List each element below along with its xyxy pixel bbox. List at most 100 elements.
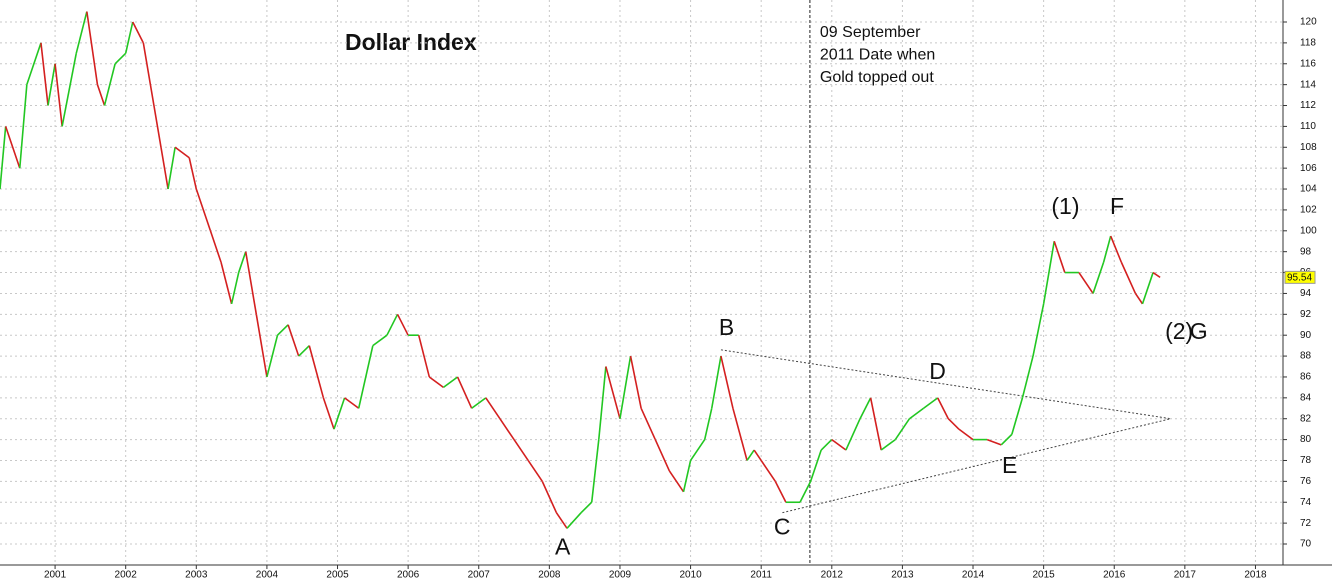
price-segment bbox=[1141, 272, 1154, 305]
y-tick-label: 94 bbox=[1300, 288, 1312, 299]
x-tick-label: 2001 bbox=[44, 570, 67, 581]
price-segment bbox=[1021, 355, 1034, 399]
price-segment bbox=[230, 272, 240, 305]
price-segment bbox=[947, 418, 960, 430]
price-segment bbox=[710, 355, 722, 409]
price-segment bbox=[1042, 241, 1056, 305]
price-segment bbox=[160, 147, 169, 190]
x-tick-label: 2007 bbox=[468, 570, 491, 581]
price-segment bbox=[1032, 303, 1045, 357]
price-segment bbox=[333, 397, 346, 430]
price-segment bbox=[308, 345, 325, 399]
price-segment bbox=[174, 146, 190, 159]
x-tick-label: 2014 bbox=[962, 570, 985, 581]
y-tick-label: 92 bbox=[1300, 309, 1312, 320]
price-segment bbox=[18, 84, 28, 169]
x-tick-label: 2012 bbox=[821, 570, 844, 581]
price-segment bbox=[322, 397, 335, 430]
y-tick-label: 70 bbox=[1300, 539, 1312, 550]
wave-label: (2) bbox=[1165, 318, 1193, 344]
price-segment bbox=[1092, 261, 1105, 294]
y-tick-label: 106 bbox=[1300, 163, 1317, 174]
price-segment bbox=[831, 438, 847, 451]
price-segment bbox=[114, 52, 127, 65]
y-tick-label: 76 bbox=[1300, 476, 1312, 487]
price-segment bbox=[54, 63, 63, 127]
price-segment bbox=[682, 460, 692, 492]
y-tick-label: 120 bbox=[1300, 17, 1317, 28]
x-tick-label: 2018 bbox=[1244, 570, 1267, 581]
y-tick-label: 116 bbox=[1300, 58, 1316, 69]
y-tick-label: 114 bbox=[1300, 79, 1316, 90]
price-segment bbox=[703, 408, 713, 440]
y-tick-label: 86 bbox=[1300, 372, 1312, 383]
event-label: Gold topped out bbox=[820, 69, 934, 86]
wave-label: E bbox=[1002, 452, 1017, 478]
price-segment bbox=[732, 408, 748, 461]
wave-label: D bbox=[929, 358, 946, 384]
price-segment bbox=[195, 188, 212, 232]
y-tick-label: 80 bbox=[1300, 434, 1312, 445]
price-segment bbox=[880, 438, 896, 451]
price-segment bbox=[668, 470, 685, 493]
price-segment bbox=[619, 355, 632, 419]
price-segment bbox=[237, 251, 247, 273]
price-segment bbox=[266, 335, 279, 378]
price-segment bbox=[799, 480, 812, 503]
y-tick-label: 110 bbox=[1300, 121, 1316, 132]
chart-title: Dollar Index bbox=[345, 29, 477, 55]
price-segment bbox=[86, 11, 99, 85]
price-segment bbox=[555, 512, 568, 529]
price-segment bbox=[220, 261, 233, 305]
price-segment bbox=[809, 449, 822, 482]
x-tick-label: 2015 bbox=[1033, 570, 1056, 581]
price-segment bbox=[597, 366, 607, 440]
price-segment bbox=[1078, 272, 1094, 294]
price-segment bbox=[344, 397, 360, 409]
x-tick-label: 2008 bbox=[538, 570, 561, 581]
price-segment bbox=[40, 42, 49, 106]
price-segment bbox=[869, 397, 883, 451]
x-tick-label: 2006 bbox=[397, 570, 420, 581]
price-segment bbox=[75, 11, 88, 54]
price-segment bbox=[590, 439, 600, 503]
x-tick-label: 2013 bbox=[891, 570, 914, 581]
y-tick-label: 78 bbox=[1300, 455, 1312, 466]
price-segment bbox=[167, 147, 176, 190]
price-segment bbox=[894, 418, 911, 441]
price-segment bbox=[654, 439, 671, 472]
y-tick-label: 88 bbox=[1300, 351, 1312, 362]
wave-label: C bbox=[774, 513, 791, 539]
price-segment bbox=[923, 397, 939, 409]
price-segment bbox=[859, 397, 872, 420]
y-tick-label: 82 bbox=[1300, 413, 1312, 424]
y-tick-label: 108 bbox=[1300, 142, 1317, 153]
last-value-label: 95.54 bbox=[1287, 273, 1312, 284]
price-segment bbox=[442, 376, 459, 389]
price-segment bbox=[1011, 397, 1024, 435]
wave-label: G bbox=[1190, 318, 1208, 344]
price-segment bbox=[986, 438, 1002, 446]
price-segment bbox=[103, 63, 116, 106]
price-segment bbox=[1152, 271, 1161, 279]
price-segment bbox=[774, 480, 787, 503]
price-segment bbox=[485, 397, 501, 420]
price-segment bbox=[357, 345, 374, 409]
price-segment bbox=[499, 418, 515, 441]
price-segment bbox=[1102, 235, 1112, 263]
price-segment bbox=[372, 334, 388, 347]
y-tick-label: 112 bbox=[1300, 100, 1316, 111]
price-segment bbox=[629, 355, 642, 409]
price-segment bbox=[958, 428, 974, 441]
price-segment bbox=[0, 126, 7, 190]
price-segment bbox=[760, 460, 776, 482]
price-segment bbox=[456, 376, 473, 409]
wave-label: B bbox=[719, 314, 734, 340]
price-segment bbox=[936, 397, 950, 420]
price-segment bbox=[61, 53, 78, 127]
y-tick-label: 72 bbox=[1300, 518, 1312, 529]
x-tick-label: 2005 bbox=[326, 570, 349, 581]
price-segment bbox=[1120, 261, 1137, 294]
price-segment bbox=[845, 418, 861, 451]
